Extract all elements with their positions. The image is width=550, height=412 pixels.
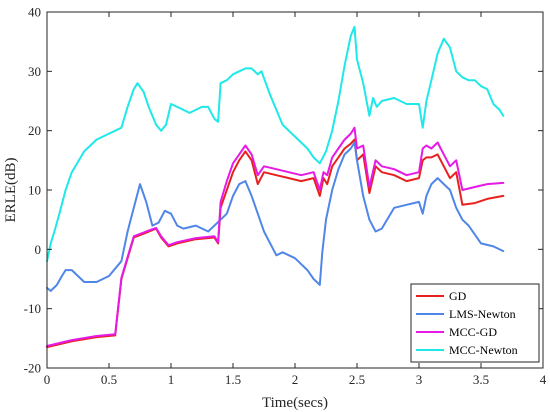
x-tick-label: 2 bbox=[292, 372, 299, 387]
series-layer bbox=[46, 25, 505, 349]
y-tick-label: -20 bbox=[24, 361, 41, 376]
x-tick-label: 0 bbox=[44, 372, 51, 387]
legend-label: LMS-Newton bbox=[449, 307, 516, 321]
legend-label: MCC-Newton bbox=[449, 343, 518, 357]
series-line-mcc-newton bbox=[46, 25, 505, 263]
x-tick-label: 1 bbox=[168, 372, 175, 387]
y-tick-label: 20 bbox=[28, 123, 41, 138]
x-tick-label: 3.5 bbox=[473, 372, 489, 387]
x-tick-label: 0.5 bbox=[101, 372, 117, 387]
tick-layer: 0 0.5 1 1.5 2 2.5 3 3.5 4 -20 -10 0 10 20 30 40 bbox=[24, 5, 547, 388]
y-tick-label: -10 bbox=[24, 301, 41, 316]
x-tick-label: 4 bbox=[540, 372, 547, 387]
legend-label: GD bbox=[449, 289, 467, 303]
x-tick-label: 1.5 bbox=[225, 372, 241, 387]
y-axis-label: ERLE(dB) bbox=[3, 158, 19, 223]
series-line-mcc-gd bbox=[46, 126, 505, 347]
x-tick-label: 2.5 bbox=[349, 372, 365, 387]
legend-label: MCC-GD bbox=[449, 325, 497, 339]
y-tick-label: 40 bbox=[28, 5, 41, 20]
x-tick-label: 3 bbox=[416, 372, 423, 387]
legend: GD LMS-Newton MCC-GD MCC-Newton bbox=[410, 283, 540, 363]
y-tick-label: 0 bbox=[35, 242, 42, 257]
y-tick-label: 30 bbox=[28, 64, 41, 79]
y-tick-label: 10 bbox=[28, 183, 41, 198]
x-axis-label: Time(secs) bbox=[262, 395, 328, 411]
series-line-lms-newton bbox=[46, 141, 505, 292]
